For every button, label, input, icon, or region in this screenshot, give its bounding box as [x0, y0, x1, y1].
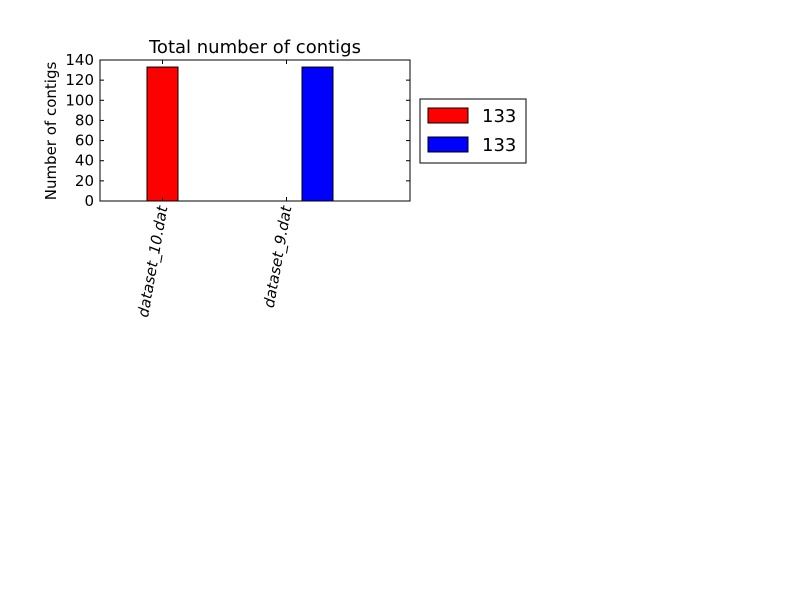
axes-frame — [99, 59, 411, 202]
x-tick-label: dataset_9.dat — [260, 203, 297, 309]
y-tick-label: 80 — [75, 111, 94, 129]
x-tick-label: dataset_10.dat — [134, 203, 172, 318]
y-tick-label: 40 — [75, 152, 94, 170]
legend-swatch — [427, 107, 469, 124]
y-tick-label: 100 — [65, 91, 94, 109]
y-tick-label: 20 — [75, 172, 94, 190]
bar-1-dataset_10.dat — [146, 66, 179, 202]
legend-label: 133 — [482, 106, 516, 127]
chart-title: Total number of contigs — [148, 37, 361, 58]
bar-2-dataset_9.dat — [301, 66, 334, 202]
plot-area: 0 20 40 60 80 100 120 140 dataset_10.dat dataset_… — [65, 51, 411, 319]
y-tick-label: 140 — [65, 51, 94, 69]
y-tick-label: 120 — [65, 71, 94, 89]
y-tick-label: 60 — [75, 132, 94, 150]
y-axis-label: Number of contigs — [42, 62, 60, 201]
legend-swatch — [427, 136, 469, 153]
y-tick-label: 0 — [84, 192, 94, 210]
legend-label: 133 — [482, 135, 516, 156]
